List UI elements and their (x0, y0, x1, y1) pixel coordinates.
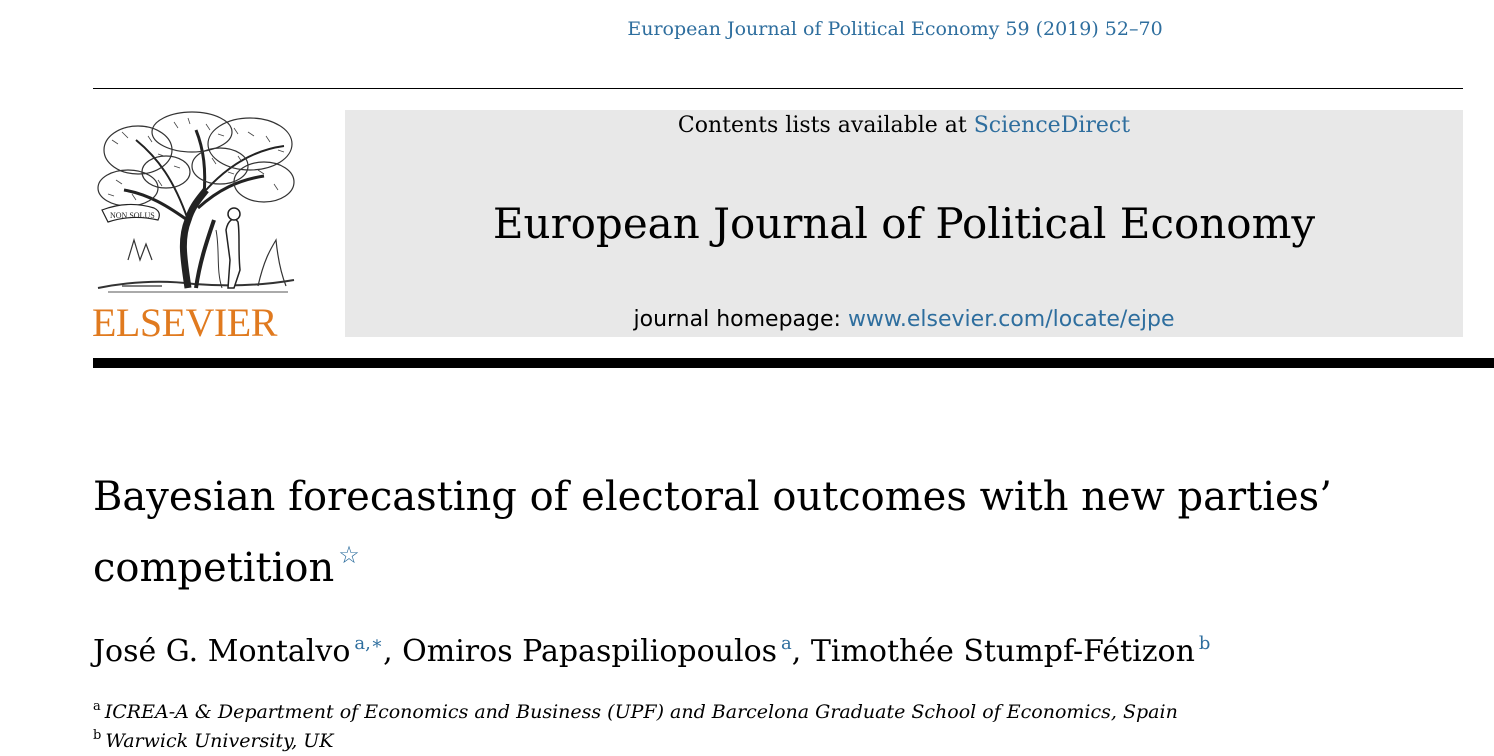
author-name[interactable]: José G. Montalvo (93, 634, 351, 669)
journal-homepage-link[interactable]: www.elsevier.com/locate/ejpe (847, 307, 1175, 332)
sciencedirect-link[interactable]: ScienceDirect (973, 113, 1131, 138)
article-title: Bayesian forecasting of electoral outcom… (93, 468, 1433, 597)
affiliation-b: b Warwick University, UK (93, 723, 334, 754)
author-separator: , (791, 634, 811, 669)
author-affiliation-marks[interactable]: a,∗ (354, 633, 384, 654)
publisher-logo[interactable]: NON SOLUS ELSEVIER (88, 110, 300, 345)
affiliation-text: Warwick University, UK (105, 730, 334, 752)
article-title-line2: competition (93, 545, 335, 591)
affiliation-mark: b (93, 728, 102, 743)
homepage-prefix: journal homepage: (633, 307, 848, 332)
author-name[interactable]: Omiros Papaspiliopoulos (402, 634, 778, 669)
affiliation-text: ICREA-A & Department of Economics and Bu… (104, 701, 1178, 723)
logo-motto: NON SOLUS (110, 211, 155, 220)
contents-line: Contents lists available at ScienceDirec… (345, 110, 1463, 142)
author-separator: , (383, 634, 403, 669)
author-list: José G. Montalvo a,∗, Omiros Papaspiliopo… (93, 624, 1433, 672)
journal-header-panel: Contents lists available at ScienceDirec… (345, 110, 1463, 337)
journal-title[interactable]: European Journal of Political Economy (492, 199, 1316, 248)
header-divider (93, 358, 1494, 368)
elsevier-wordmark: ELSEVIER (92, 300, 277, 345)
article-title-line1: Bayesian forecasting of electoral outcom… (93, 474, 1332, 520)
author-affiliation-marks[interactable]: a (781, 633, 792, 654)
contents-prefix: Contents lists available at (677, 113, 974, 138)
affiliation-mark: a (93, 699, 101, 714)
journal-citation[interactable]: European Journal of Political Economy 59… (627, 18, 1163, 40)
elsevier-tree-icon: NON SOLUS (97, 111, 295, 293)
affiliation-a: a ICREA-A & Department of Economics and B… (93, 694, 1178, 725)
author-affiliation-marks[interactable]: b (1198, 633, 1211, 654)
title-footnote-star-icon[interactable]: ☆ (338, 541, 360, 569)
author-name[interactable]: Timothée Stumpf-Fétizon (810, 634, 1195, 669)
top-divider (93, 88, 1463, 89)
homepage-line: journal homepage: www.elsevier.com/locat… (345, 305, 1463, 335)
